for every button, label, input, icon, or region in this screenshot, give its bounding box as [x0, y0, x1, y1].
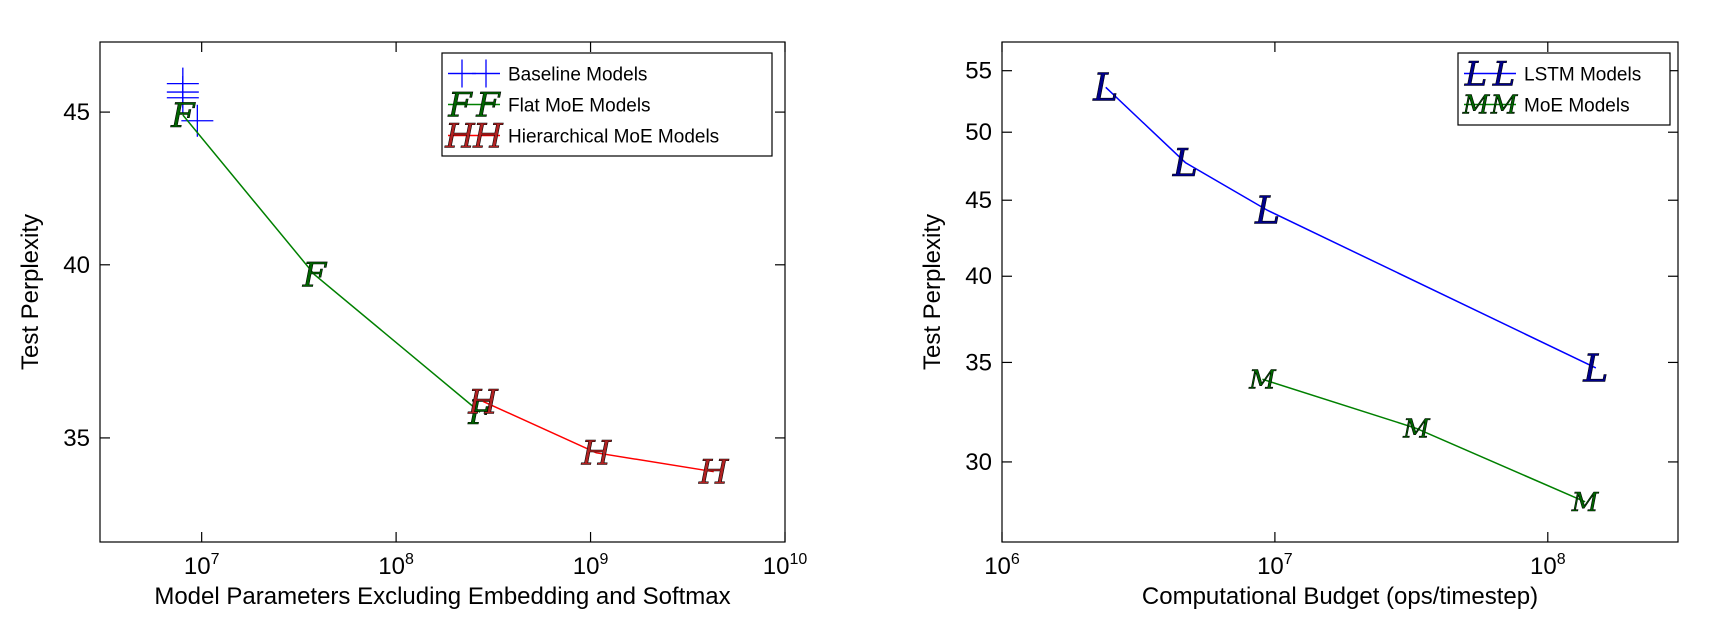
legend-marker: H [472, 116, 504, 156]
x-tick-label-exponent: 7 [1284, 551, 1293, 568]
x-tick-label-base: 10 [1530, 553, 1557, 580]
y-tick-label: 55 [965, 58, 992, 85]
series-line [482, 400, 714, 473]
x-tick-label-exponent: 8 [1557, 551, 1566, 568]
legend-label: MoE Models [1524, 96, 1630, 117]
data-point-marker: F [170, 96, 196, 136]
data-point-marker: L [1092, 66, 1118, 110]
x-tick-label: 108 [378, 551, 414, 580]
series-line [1105, 86, 1597, 369]
series-flat-moe-models: F F F [170, 96, 494, 434]
data-point-marker: H [698, 453, 730, 493]
data-point-marker: M [1402, 414, 1431, 444]
legend-label: Baseline Models [508, 65, 647, 86]
data-point-marker: H [580, 434, 612, 474]
y-tick-label: 35 [63, 425, 90, 452]
legend-box [1457, 52, 1671, 126]
x-tick-label-exponent: 10 [789, 551, 807, 568]
y-axis-label: Test Perplexity [919, 214, 946, 370]
plot-area-frame [99, 41, 786, 543]
legend-entry: Baseline Models [448, 59, 647, 88]
legend-entry: F F Flat MoE Models [447, 85, 651, 126]
y-tick-label: 50 [965, 119, 992, 146]
legend-marker: M [1462, 91, 1491, 121]
x-tick-label-exponent: 8 [405, 551, 414, 568]
legend-entry: HH Hierarchical MoE Models [444, 116, 719, 157]
data-point-marker: M [1571, 488, 1600, 518]
x-tick-label-base: 10 [378, 553, 405, 580]
legend-marker: L [1464, 54, 1488, 94]
x-tick-label-exponent: 6 [1011, 551, 1020, 568]
legend-label: Flat MoE Models [508, 96, 651, 117]
series-line [182, 114, 481, 413]
x-tick-label: 106 [984, 551, 1020, 580]
y-tick-label: 45 [965, 187, 992, 214]
x-tick-label-exponent: 9 [599, 551, 608, 568]
x-tick-label-base: 10 [984, 553, 1011, 580]
series-line [1262, 378, 1586, 503]
y-tick-label: 45 [63, 99, 90, 126]
legend-entry: L L LSTM Models [1463, 54, 1641, 95]
y-tick-label: 40 [965, 263, 992, 290]
data-point-marker: L [1172, 141, 1198, 185]
data-point-marker: L [1254, 189, 1280, 233]
data-point-marker: L [1582, 346, 1608, 390]
series-lstm-models: L L L L [1092, 65, 1609, 390]
series-hierarchical-moe-models: H H H [467, 382, 730, 493]
x-tick-label: 107 [184, 551, 220, 580]
data-point-marker [166, 81, 199, 114]
x-tick-label: 109 [573, 551, 609, 580]
legend-entry: M M MoE Models [1461, 90, 1630, 121]
plot-area-frame [1001, 41, 1679, 543]
data-point-marker: M [1248, 365, 1277, 395]
legend-label: LSTM Models [1524, 65, 1641, 86]
legend-label: Hierarchical MoE Models [508, 127, 719, 148]
data-point-marker: H [467, 382, 499, 422]
x-tick-label-exponent: 7 [211, 551, 220, 568]
x-tick-label: 108 [1530, 551, 1566, 580]
x-tick-label-base: 10 [184, 553, 211, 580]
x-tick-label-base: 10 [763, 553, 790, 580]
data-point-marker: F [467, 393, 493, 433]
y-axis-label: Test Perplexity [17, 214, 44, 370]
y-tick-label: 35 [965, 349, 992, 376]
legend-marker: F [475, 85, 501, 125]
x-axis-label: Model Parameters Excluding Embedding and… [154, 583, 730, 610]
y-tick-label: 30 [965, 449, 992, 476]
x-tick-label-base: 10 [573, 553, 600, 580]
legend-marker: F [447, 85, 473, 125]
series-moe-models: M M M [1248, 365, 1600, 518]
x-tick-label: 1010 [763, 551, 808, 580]
legend-marker: M [1490, 91, 1519, 121]
legend-marker: H [444, 116, 476, 156]
x-tick-label: 107 [1257, 551, 1293, 580]
x-axis-label: Computational Budget (ops/timestep) [1142, 583, 1538, 610]
legend-marker: L [1492, 54, 1516, 94]
data-point-marker: F [302, 255, 328, 295]
x-tick-label-base: 10 [1257, 553, 1284, 580]
y-tick-label: 40 [63, 252, 90, 279]
